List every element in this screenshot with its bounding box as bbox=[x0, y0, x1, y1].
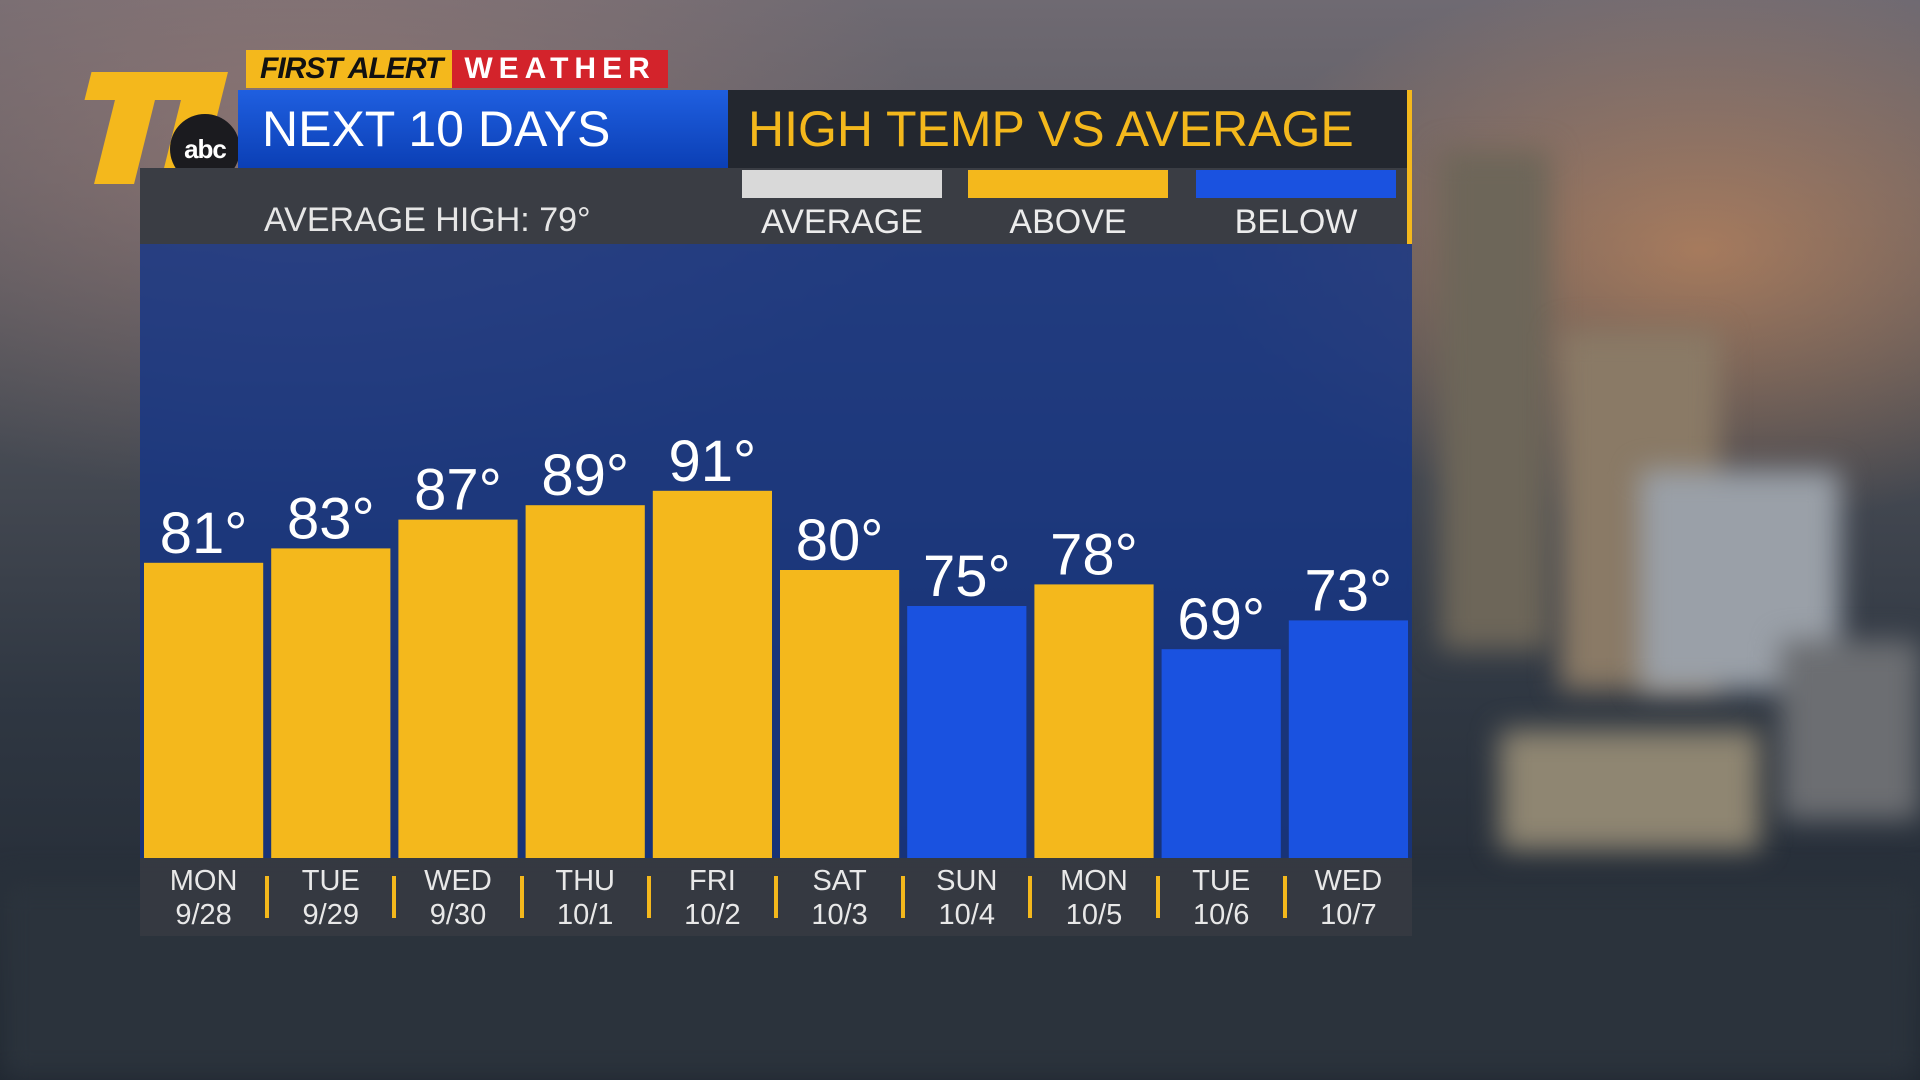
x-tick-date: 10/3 bbox=[811, 899, 868, 931]
bar-tue-9-29 bbox=[271, 548, 391, 858]
x-tick-label: SUN 10/4 bbox=[903, 864, 1030, 932]
legend-above: ABOVE bbox=[968, 168, 1168, 242]
x-tick-separator bbox=[392, 876, 397, 918]
legend-average-label: AVERAGE bbox=[761, 203, 923, 241]
x-tick-day: THU bbox=[555, 865, 615, 897]
x-tick-day: FRI bbox=[689, 865, 736, 897]
bar-mon-10-5 bbox=[1034, 584, 1154, 858]
bar-fri-10-2 bbox=[652, 490, 772, 858]
bar-wed-9-30 bbox=[398, 519, 518, 858]
bar-value-label: 80° bbox=[796, 508, 884, 573]
x-tick-separator bbox=[1282, 876, 1287, 918]
bar-thu-10-1 bbox=[525, 505, 645, 858]
legend-average: AVERAGE bbox=[742, 168, 942, 242]
bar-mon-9-28 bbox=[144, 562, 264, 858]
bar-sun-10-4 bbox=[907, 606, 1027, 858]
x-tick-day: SUN bbox=[936, 865, 998, 897]
x-tick-label: WED 10/7 bbox=[1285, 864, 1412, 932]
x-tick-label: WED 9/30 bbox=[394, 864, 521, 932]
background-building bbox=[1500, 730, 1760, 850]
bar-tue-10-6 bbox=[1161, 649, 1281, 858]
x-tick-label: THU 10/1 bbox=[522, 864, 649, 932]
x-tick-date: 10/7 bbox=[1320, 899, 1377, 931]
x-tick-date: 10/6 bbox=[1192, 899, 1250, 931]
chart-title: HIGH TEMP VS AVERAGE bbox=[748, 101, 1354, 157]
x-tick-separator bbox=[901, 876, 906, 918]
x-tick-date: 10/2 bbox=[684, 899, 741, 931]
x-tick-day: SAT bbox=[812, 865, 867, 897]
background-building bbox=[1440, 150, 1550, 650]
next-10-days-title: NEXT 10 DAYS bbox=[262, 101, 611, 157]
x-tick-day: MON bbox=[169, 865, 238, 897]
x-tick-date: 9/30 bbox=[429, 899, 487, 931]
x-tick-day: WED bbox=[424, 865, 492, 897]
legend-average-swatch bbox=[742, 170, 942, 198]
first-alert-weather-banner: FIRST ALERT WEATHER bbox=[246, 50, 668, 88]
background-building bbox=[1780, 640, 1920, 820]
bar-value-label: 83° bbox=[287, 486, 375, 551]
x-tick-separator bbox=[1155, 876, 1160, 918]
legend-below: BELOW bbox=[1196, 168, 1396, 242]
x-tick-date: 9/29 bbox=[302, 899, 359, 931]
x-axis-labels: MON 9/28 TUE 9/29 WED 9/30 THU 10/1 FRI 10/2 SAT 10… bbox=[140, 858, 1412, 936]
banner-first-alert: FIRST ALERT bbox=[246, 50, 453, 88]
legend-above-swatch bbox=[968, 170, 1168, 198]
legend-below-swatch bbox=[1196, 170, 1396, 198]
banner-weather: WEATHER bbox=[452, 50, 668, 88]
x-tick-label: SAT 10/3 bbox=[776, 864, 903, 932]
x-tick-label: TUE 9/29 bbox=[267, 864, 394, 932]
x-tick-separator bbox=[519, 876, 524, 918]
x-tick-separator bbox=[646, 876, 651, 918]
bar-value-label: 69° bbox=[1177, 587, 1265, 652]
bar-sat-10-3 bbox=[780, 570, 900, 858]
legend-bar: AVERAGE HIGH: 79° AVERAGE ABOVE BELOW bbox=[140, 168, 1412, 244]
bar-chart: 81° 83° 87° 89° 91° 80° 75° 78° 69° 73° bbox=[144, 429, 1408, 858]
x-tick-separator bbox=[265, 876, 270, 918]
bar-value-label: 91° bbox=[669, 429, 757, 494]
bar-value-label: 78° bbox=[1050, 522, 1138, 587]
bar-value-label: 81° bbox=[160, 501, 248, 566]
x-tick-date: 10/5 bbox=[1065, 899, 1123, 931]
header-right: HIGH TEMP VS AVERAGE bbox=[728, 90, 1412, 168]
header-left: NEXT 10 DAYS bbox=[238, 90, 728, 168]
legend-above-label: ABOVE bbox=[1009, 203, 1127, 241]
legend-below-label: BELOW bbox=[1234, 203, 1358, 241]
x-tick-date: 9/28 bbox=[175, 899, 232, 931]
bar-value-label: 73° bbox=[1305, 558, 1393, 623]
x-tick-separator bbox=[1028, 876, 1033, 918]
x-tick-label: MON 9/28 bbox=[140, 864, 267, 932]
x-tick-label: FRI 10/2 bbox=[649, 864, 776, 932]
x-tick-day: WED bbox=[1314, 865, 1383, 897]
x-tick-day: TUE bbox=[1192, 865, 1251, 897]
bar-value-label: 75° bbox=[923, 544, 1011, 609]
x-tick-separator bbox=[774, 876, 778, 918]
average-high-label: AVERAGE HIGH: 79° bbox=[264, 201, 591, 239]
x-tick-label: TUE 10/6 bbox=[1158, 864, 1285, 932]
x-tick-date: 10/1 bbox=[556, 899, 614, 931]
x-tick-date: 10/4 bbox=[938, 899, 995, 931]
bar-wed-10-7 bbox=[1288, 620, 1408, 858]
bar-value-label: 87° bbox=[414, 458, 502, 523]
bar-value-label: 89° bbox=[541, 443, 629, 508]
chart-plot-area: 81° 83° 87° 89° 91° 80° 75° 78° 69° 73° bbox=[140, 244, 1412, 858]
x-tick-label: MON 10/5 bbox=[1030, 864, 1157, 932]
x-tick-day: TUE bbox=[301, 865, 360, 897]
x-tick-day: MON bbox=[1060, 865, 1128, 897]
